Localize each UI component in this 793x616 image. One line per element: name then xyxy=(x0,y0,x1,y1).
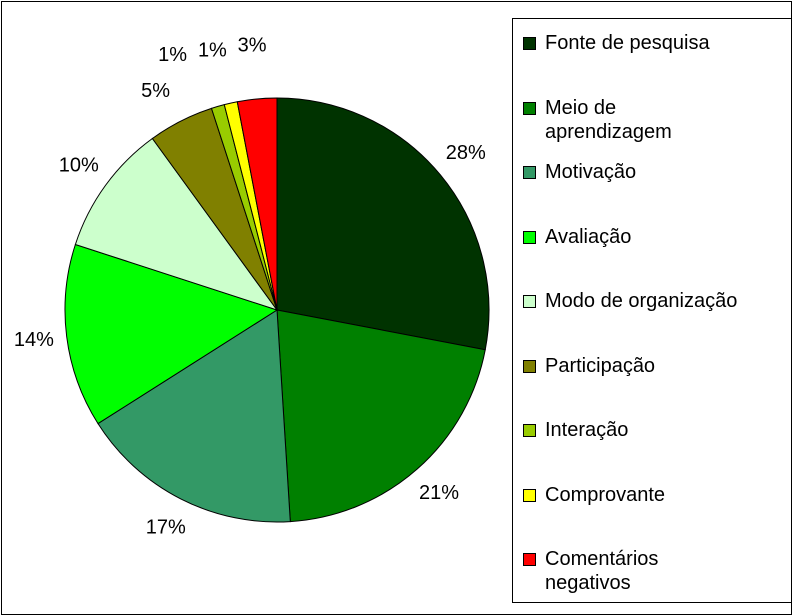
legend-label: Comentários negativos xyxy=(545,548,659,594)
data-label: 10% xyxy=(59,154,99,176)
legend-swatch xyxy=(523,295,536,308)
data-label: 1% xyxy=(198,40,227,62)
data-label: 3% xyxy=(238,34,267,56)
legend-label: Motivação xyxy=(545,161,637,183)
legend-swatch xyxy=(523,101,536,115)
pie-slice xyxy=(97,309,291,523)
data-label: 1% xyxy=(158,44,187,66)
legend-swatch xyxy=(523,488,536,502)
legend-swatch xyxy=(523,359,536,373)
data-label: 21% xyxy=(419,482,459,504)
legend-swatch xyxy=(523,166,536,179)
legend-label: Modo de organização xyxy=(545,290,738,312)
pie-slice xyxy=(74,137,279,311)
legend-label: Meio de aprendizagem xyxy=(545,96,672,143)
legend-swatch xyxy=(523,37,536,50)
legend-swatch xyxy=(523,424,536,437)
legend: Fonte de pesquisa Meio de aprendizagem Mot… xyxy=(512,18,792,603)
pie-slice xyxy=(236,97,278,311)
legend-swatch xyxy=(523,553,536,566)
data-label: 5% xyxy=(141,80,170,102)
legend-label: Comprovante xyxy=(545,483,666,506)
legend-swatch xyxy=(523,230,536,244)
pie-slice xyxy=(64,243,279,425)
pie-slice xyxy=(276,97,490,351)
legend-label: Avaliação xyxy=(545,225,632,248)
pie-slice xyxy=(276,309,486,523)
legend-label: Fonte de pesquisa xyxy=(545,32,710,54)
legend-label: Participação xyxy=(545,354,656,377)
legend-label: Interação xyxy=(545,419,629,441)
data-label: 17% xyxy=(146,517,186,539)
data-label: 14% xyxy=(14,329,54,351)
data-label: 28% xyxy=(446,142,486,164)
